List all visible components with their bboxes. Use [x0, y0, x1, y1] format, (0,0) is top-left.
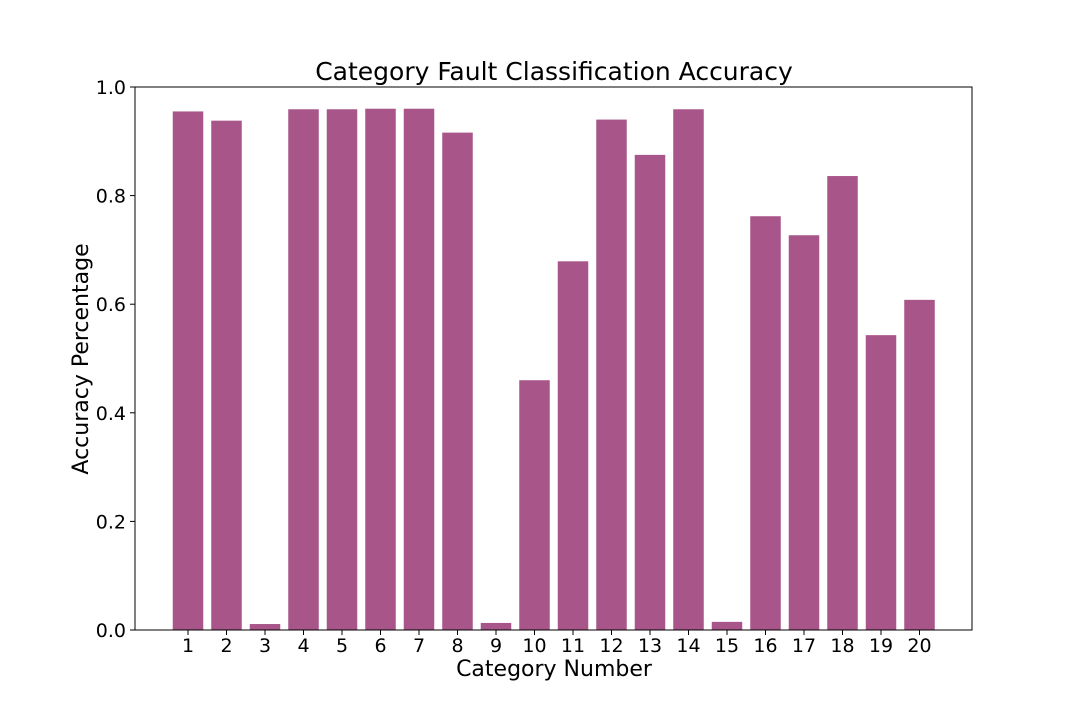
bar-category-17 [788, 235, 820, 631]
x-tick-label: 11 [561, 635, 585, 657]
bar-category-10 [519, 380, 550, 630]
y-tick-label: 1.0 [96, 77, 126, 99]
x-tick-label: 4 [297, 635, 309, 657]
x-tick-label: 5 [336, 635, 348, 657]
x-tick-label: 14 [676, 635, 700, 657]
bar-category-2 [211, 120, 242, 631]
x-tick-label: 18 [830, 635, 854, 657]
y-tick-label: 0.0 [96, 620, 126, 642]
bar-category-14 [673, 109, 704, 630]
bar-category-12 [596, 119, 627, 630]
x-tick-label: 16 [753, 635, 777, 657]
x-tick-label: 15 [715, 635, 739, 657]
x-tick-label: 8 [451, 635, 463, 657]
x-tick-label: 10 [522, 635, 546, 657]
x-tick-label: 20 [907, 635, 931, 657]
bar-category-13 [634, 154, 666, 631]
x-tick-label: 3 [259, 635, 271, 657]
bar-category-5 [326, 109, 358, 630]
x-tick-label: 17 [792, 635, 816, 657]
y-tick-label: 0.2 [96, 511, 126, 533]
y-tick-label: 0.8 [96, 186, 126, 208]
plot-frame [134, 86, 973, 631]
bar-category-15 [711, 621, 743, 630]
y-tick-label: 0.4 [96, 403, 126, 425]
x-tick-label: 12 [599, 635, 623, 657]
x-tick-label: 7 [413, 635, 425, 657]
chart-title: Category Fault Classification Accuracy [315, 57, 793, 86]
y-axis-label: Accuracy Percentage [69, 243, 94, 474]
x-axis-label: Category Number [456, 657, 653, 682]
y-axis: 0.0 0.2 0.4 0.6 0.8 1.0 [96, 77, 135, 642]
x-tick-label: 19 [869, 635, 893, 657]
bar-category-16 [750, 216, 781, 631]
bars-layer [172, 108, 935, 631]
y-tick-label: 0.6 [96, 294, 126, 316]
x-tick-label: 2 [220, 635, 232, 657]
bar-category-20 [904, 299, 935, 630]
bar-category-9 [480, 622, 512, 630]
bar-category-6 [365, 108, 396, 631]
bar-category-18 [827, 176, 858, 631]
x-tick-label: 6 [374, 635, 386, 657]
bar-category-4 [288, 109, 319, 630]
bar-category-3 [249, 624, 281, 630]
bar-category-11 [557, 261, 589, 630]
x-tick-label: 9 [490, 635, 502, 657]
bar-category-1 [172, 111, 204, 630]
bar-category-7 [403, 108, 435, 631]
bar-category-19 [865, 335, 897, 630]
x-axis: 1 2 3 4 5 6 7 8 9 10 11 12 13 14 15 16 17 18 19 20 [182, 630, 932, 657]
x-tick-label: 13 [638, 635, 662, 657]
bar-category-8 [442, 132, 473, 631]
x-tick-label: 1 [182, 635, 194, 657]
